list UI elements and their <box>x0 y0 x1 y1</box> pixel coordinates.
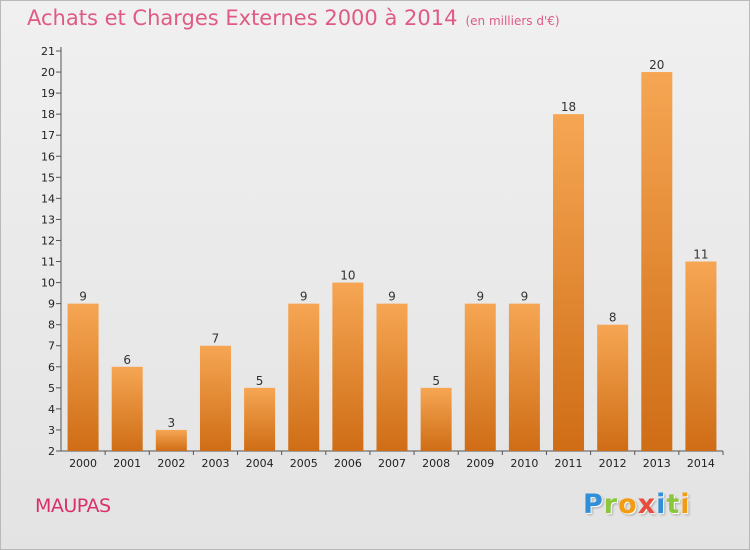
x-tick-label: 2006 <box>334 457 362 470</box>
y-tick-label: 20 <box>41 66 55 79</box>
bar-2006 <box>332 282 364 451</box>
bar-2011 <box>553 114 585 451</box>
x-tick-label: 2004 <box>246 457 274 470</box>
data-label-2005: 9 <box>300 290 308 304</box>
logo-letter: r <box>603 489 619 520</box>
y-tick-label: 8 <box>48 319 55 332</box>
logo-letter: o <box>618 489 638 520</box>
x-tick-label: 2011 <box>555 457 583 470</box>
bar-2012 <box>597 324 629 451</box>
y-tick-label: 4 <box>48 403 55 416</box>
x-tick-label: 2014 <box>687 457 715 470</box>
logo-letter: P <box>583 489 604 520</box>
y-tick-label: 16 <box>41 150 55 163</box>
x-tick-label: 2002 <box>157 457 185 470</box>
x-tick-label: 2013 <box>643 457 671 470</box>
x-tick-label: 2008 <box>422 457 450 470</box>
bar-2013 <box>641 72 673 451</box>
city-name: MAUPAS <box>35 495 111 517</box>
bar-2008 <box>420 387 452 451</box>
logo-letter: i <box>656 489 667 520</box>
data-label-2006: 10 <box>340 269 355 283</box>
y-tick-label: 19 <box>41 87 55 100</box>
x-tick-label: 2005 <box>290 457 318 470</box>
data-label-2004: 5 <box>256 374 264 388</box>
bar-2004 <box>244 387 276 451</box>
x-tick-label: 2009 <box>466 457 494 470</box>
data-label-2010: 9 <box>521 290 529 304</box>
y-tick-label: 3 <box>48 424 55 437</box>
bar-2014 <box>685 261 717 451</box>
y-tick-label: 15 <box>41 171 55 184</box>
y-axis: 2 3 4 5 6 7 8 9 10 11 12 13 14 15 16 17 18 19 20 21 <box>41 45 62 458</box>
y-tick-label: 21 <box>41 45 55 58</box>
data-label-2014: 11 <box>693 248 708 262</box>
bar-2000 <box>67 303 99 451</box>
data-label-2013: 20 <box>649 58 664 72</box>
data-labels: 9 6 3 7 5 9 10 9 5 9 9 18 8 20 11 <box>79 58 708 430</box>
y-tick-label: 5 <box>48 382 55 395</box>
x-tick-label: 2010 <box>510 457 538 470</box>
data-label-2009: 9 <box>476 290 484 304</box>
y-tick-label: 9 <box>48 298 55 311</box>
data-label-2002: 3 <box>168 416 176 430</box>
x-axis: 2000 2001 2002 2003 2004 2005 2006 2007 2008 2009… <box>61 450 724 470</box>
bar-2003 <box>199 345 231 451</box>
data-label-2001: 6 <box>123 353 131 367</box>
chart-title-text: Achats et Charges Externes 2000 à 2014 <box>27 6 458 30</box>
x-tick-label: 2000 <box>69 457 97 470</box>
data-label-2012: 8 <box>609 311 617 325</box>
y-tick-label: 2 <box>48 445 55 458</box>
data-label-2003: 7 <box>212 332 220 346</box>
logo-letter: t <box>666 489 681 520</box>
x-tick-label: 2012 <box>599 457 627 470</box>
x-tick-label: 2001 <box>113 457 141 470</box>
data-label-2000: 9 <box>79 290 87 304</box>
y-tick-label: 17 <box>41 129 55 142</box>
bar-2007 <box>376 303 408 451</box>
y-tick-label: 18 <box>41 108 55 121</box>
bar-2001 <box>111 366 143 451</box>
y-tick-label: 10 <box>41 277 55 290</box>
logo-letter: x <box>637 489 657 520</box>
data-label-2007: 9 <box>388 290 396 304</box>
y-tick-label: 12 <box>41 234 55 247</box>
bar-2009 <box>464 303 496 451</box>
data-label-2011: 18 <box>561 100 576 114</box>
chart-title: Achats et Charges Externes 2000 à 2014 (e… <box>27 6 560 30</box>
bar-2010 <box>508 303 540 451</box>
y-tick-label: 6 <box>48 361 55 374</box>
x-tick-label: 2003 <box>201 457 229 470</box>
y-tick-label: 11 <box>41 256 55 269</box>
data-label-2008: 5 <box>432 374 440 388</box>
x-tick-label: 2007 <box>378 457 406 470</box>
proxiti-logo: Proxiti <box>583 489 691 520</box>
logo-letter: i <box>680 489 691 520</box>
y-tick-label: 13 <box>41 213 55 226</box>
y-tick-label: 7 <box>48 340 55 353</box>
bars <box>67 72 717 451</box>
bar-2002 <box>155 429 187 451</box>
chart-subtitle: (en milliers d'€) <box>465 14 560 28</box>
bar-2005 <box>288 303 320 451</box>
y-tick-label: 14 <box>41 192 55 205</box>
